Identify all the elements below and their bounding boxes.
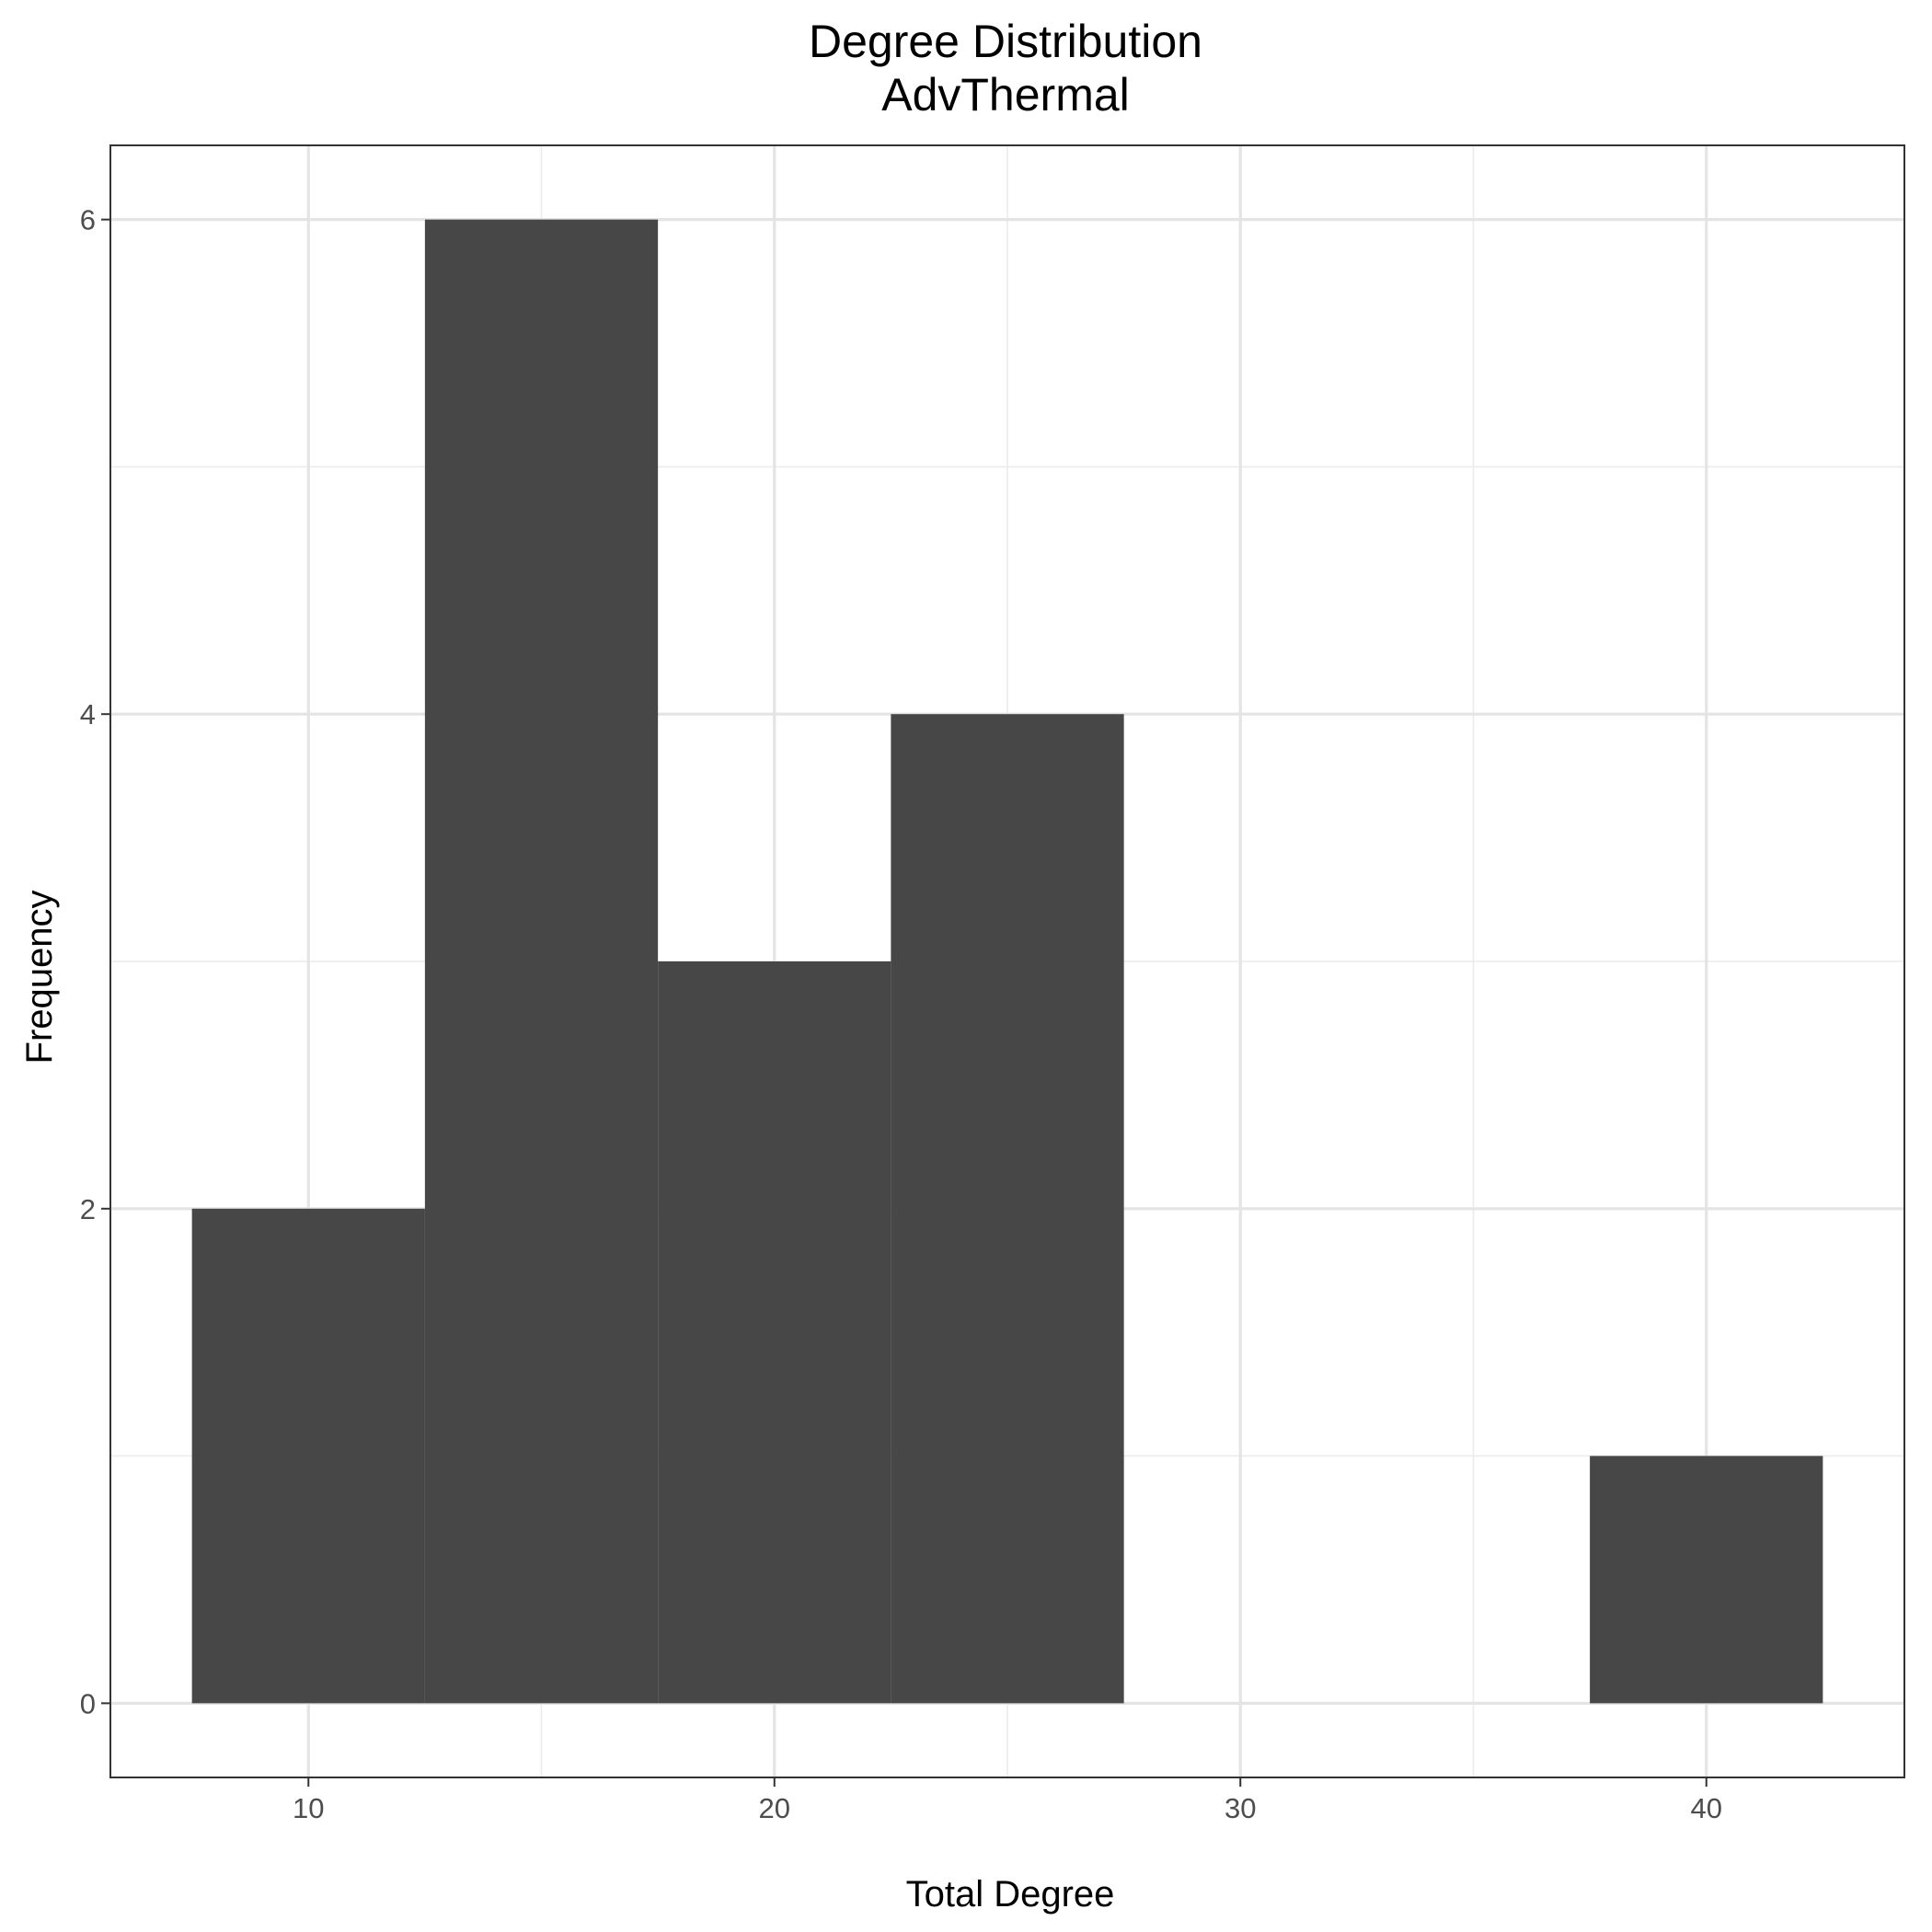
x-tick-label: 10 [293,1792,324,1824]
x-tick-label: 30 [1225,1792,1256,1824]
y-tick-label: 2 [80,1193,96,1225]
histogram-bars [191,219,1823,1704]
y-tick-label: 0 [80,1687,96,1719]
x-axis-ticks: 10 20 30 40 [293,1777,1722,1824]
y-tick-label: 6 [80,204,96,236]
y-tick-label: 4 [80,698,96,730]
y-axis-ticks: 0 2 4 6 [80,204,110,1719]
histogram-bar [658,961,891,1704]
x-tick-label: 40 [1690,1792,1721,1824]
histogram-bar [891,714,1124,1704]
y-axis-label: Frequency [19,891,60,1064]
plot-panel-border [109,144,1905,1778]
x-tick-label: 20 [759,1792,790,1824]
histogram-bar [191,1208,425,1704]
histogram-bar [1590,1455,1823,1704]
chart-subtitle: AdvThermal [881,69,1130,121]
histogram-bar [424,219,659,1704]
x-axis-label: Total Degree [906,1874,1115,1915]
chart-title: Degree Distribution [809,16,1202,67]
